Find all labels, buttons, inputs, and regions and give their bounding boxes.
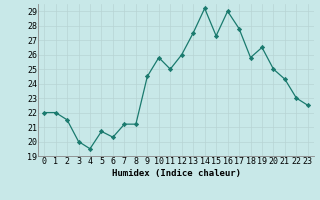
- X-axis label: Humidex (Indice chaleur): Humidex (Indice chaleur): [111, 169, 241, 178]
